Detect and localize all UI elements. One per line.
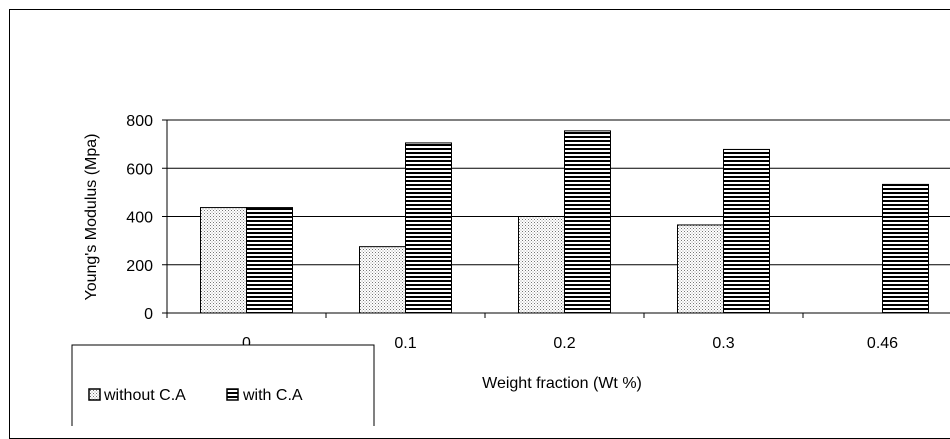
bar-without-ca [518,216,565,314]
legend: without C.A with C.A [71,344,375,426]
bar-without-ca [200,207,247,314]
x-tick-labels: 0 0.1 0.2 0.3 0.46 [242,335,898,352]
legend-box [71,344,375,426]
x-tick-label: 0.2 [553,335,575,352]
legend-swatch [226,388,239,401]
y-axis-title: Young's Modulus (Mpa) [83,134,100,301]
y-tick-label: 600 [126,161,153,178]
legend-swatch [88,388,101,401]
y-tick-labels: 0 200 400 600 800 [126,113,153,323]
bar-with-ca [246,207,293,314]
axes [166,120,950,318]
y-tick-label: 400 [126,210,153,227]
bar-without-ca [677,224,724,314]
legend-label: with C.A [242,387,303,404]
bars [200,130,929,314]
bar-chart: 0 200 400 600 800 0 0.1 0.2 0.3 0.46 Young's Mod… [71,113,950,426]
bar-with-ca [882,183,929,314]
y-tick-label: 800 [126,113,153,130]
bar-without-ca [359,246,406,314]
bar-with-ca [723,148,770,314]
y-tick-label: 0 [144,306,153,323]
x-tick-label: 0 [242,335,251,352]
y-tick-label: 200 [126,258,153,275]
x-tick-label: 0.3 [712,335,734,352]
bar-with-ca [405,142,452,314]
x-tick-label: 0.46 [867,335,898,352]
legend-label: without C.A [103,387,186,404]
bar-with-ca [564,130,611,314]
x-axis-title: Weight fraction (Wt %) [482,375,642,392]
x-tick-label: 0.1 [394,335,416,352]
